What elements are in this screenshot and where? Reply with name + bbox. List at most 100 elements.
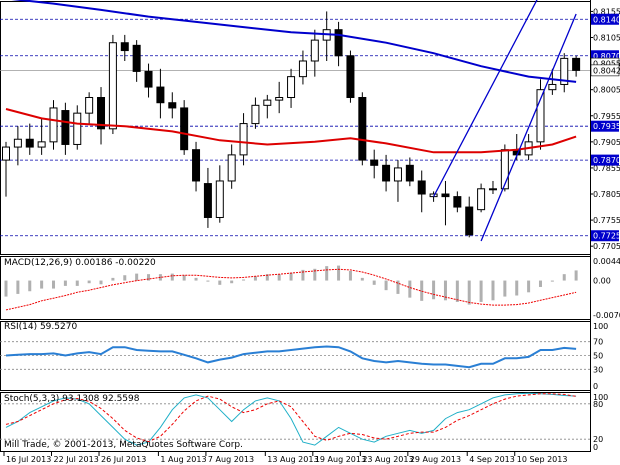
moving-average-red xyxy=(5,108,577,154)
macd-histogram-bar xyxy=(562,274,566,281)
macd-histogram-bar xyxy=(277,274,281,281)
price-tick-label: 0.7905 xyxy=(593,138,620,147)
candle-body xyxy=(358,97,367,161)
candle-body xyxy=(465,206,474,236)
macd-histogram-bar xyxy=(503,280,507,297)
moving-average-blue xyxy=(11,0,577,83)
macd-histogram-bar xyxy=(230,280,234,284)
candle-body xyxy=(73,112,82,145)
macd-histogram-bar xyxy=(111,277,115,281)
trend-channel-lower xyxy=(480,13,577,242)
candle-body xyxy=(287,76,296,99)
candle-body xyxy=(239,123,248,156)
rsi-axis-label: 100 xyxy=(593,322,608,331)
macd-axis-label: 0.00443 xyxy=(593,257,620,266)
rsi-axis-label: 70 xyxy=(593,338,603,347)
macd-histogram-bar xyxy=(384,280,388,291)
macd-histogram-bar xyxy=(206,280,210,282)
macd-histogram-bar xyxy=(372,280,376,285)
macd-histogram-bar xyxy=(242,279,246,281)
macd-histogram-bar xyxy=(550,280,554,282)
stoch-axis-label: 20 xyxy=(593,435,603,444)
stoch-main-line xyxy=(5,392,577,446)
candle-body xyxy=(120,42,129,52)
macd-histogram-bar xyxy=(527,280,531,293)
pane-frame-stoch xyxy=(0,392,591,452)
macd-histogram-bar xyxy=(443,280,447,301)
macd-histogram-bar xyxy=(538,280,542,287)
candle-body xyxy=(168,102,177,109)
time-axis-label: 22 Jul 2013 xyxy=(54,455,99,464)
macd-histogram-bar xyxy=(147,274,151,281)
candle-body xyxy=(560,57,569,85)
price-tag xyxy=(591,13,619,25)
candle-body xyxy=(405,164,414,182)
candle-body xyxy=(393,167,402,182)
macd-histogram-bar xyxy=(194,277,198,281)
candle-body xyxy=(203,183,212,218)
candle-body xyxy=(417,180,426,195)
candle-body xyxy=(85,97,94,114)
candle-body xyxy=(548,83,557,91)
candle-body xyxy=(49,107,58,143)
price-tag xyxy=(591,230,619,242)
macd-histogram-bar xyxy=(170,273,174,281)
macd-histogram-bar xyxy=(455,280,459,302)
macd-signal-line xyxy=(5,268,577,311)
price-tag xyxy=(591,154,619,166)
macd-histogram-bar xyxy=(265,274,269,281)
time-axis-label: 23 Aug 2013 xyxy=(362,455,413,464)
macd-histogram-bar xyxy=(467,280,471,305)
time-axis-label: 29 Aug 2013 xyxy=(410,455,461,464)
price-tag-label: 0.7870 xyxy=(593,156,620,165)
macd-histogram-bar xyxy=(301,269,305,281)
macd-axis-label: -0.00701 xyxy=(593,311,620,320)
candle-body xyxy=(144,70,153,88)
macd-histogram-bar xyxy=(515,280,519,296)
pane-frame-rsi xyxy=(0,321,591,391)
macd-histogram-bar xyxy=(408,280,412,298)
macd-histogram-bar xyxy=(289,272,293,281)
stoch-axis-label: 100 xyxy=(593,393,608,402)
candle-body xyxy=(25,138,34,148)
candle-body xyxy=(97,97,106,130)
candle-body xyxy=(370,159,379,166)
price-tag-label: 0.7725 xyxy=(593,232,620,241)
macd-histogram-bar xyxy=(396,280,400,294)
price-tick-label: 0.8005 xyxy=(593,86,620,95)
macd-histogram-bar xyxy=(574,270,578,281)
macd-histogram-bar xyxy=(40,280,44,289)
candle-body xyxy=(215,180,224,218)
price-tag xyxy=(591,120,619,132)
price-tag xyxy=(591,50,619,62)
macd-histogram-bar xyxy=(218,280,222,285)
candle-body xyxy=(298,60,307,78)
time-axis-label: 7 Aug 2013 xyxy=(208,455,254,464)
macd-histogram-bar xyxy=(182,275,186,281)
price-tick-label: 0.7755 xyxy=(593,216,620,225)
candle-body xyxy=(310,39,319,62)
macd-histogram-bar xyxy=(16,280,20,294)
time-axis-label: 26 Jul 2013 xyxy=(101,455,146,464)
candle-body xyxy=(346,55,355,99)
macd-histogram-bar xyxy=(99,280,103,285)
macd-histogram-bar xyxy=(479,280,483,302)
time-axis-label: 13 Aug 2013 xyxy=(267,455,318,464)
candle-body xyxy=(61,110,70,145)
candle-body xyxy=(275,97,284,101)
candle-body xyxy=(334,29,343,57)
candle-body xyxy=(108,42,117,130)
candle-body xyxy=(13,138,22,148)
trend-channel-upper xyxy=(433,0,538,197)
price-tag-label: 0.8042 xyxy=(593,66,620,75)
macd-histogram-bar xyxy=(75,280,79,286)
price-tick-label: 0.8105 xyxy=(593,34,620,43)
macd-histogram-bar xyxy=(28,280,32,292)
price-tick-label: 0.7705 xyxy=(593,242,620,251)
macd-histogram-bar xyxy=(253,276,257,281)
candle-body xyxy=(132,44,141,72)
macd-label: MACD(12,26,9) 0.00186 -0.00220 xyxy=(4,258,156,268)
macd-histogram-bar xyxy=(432,280,436,300)
macd-histogram-bar xyxy=(348,270,352,281)
macd-histogram-bar xyxy=(123,275,127,281)
